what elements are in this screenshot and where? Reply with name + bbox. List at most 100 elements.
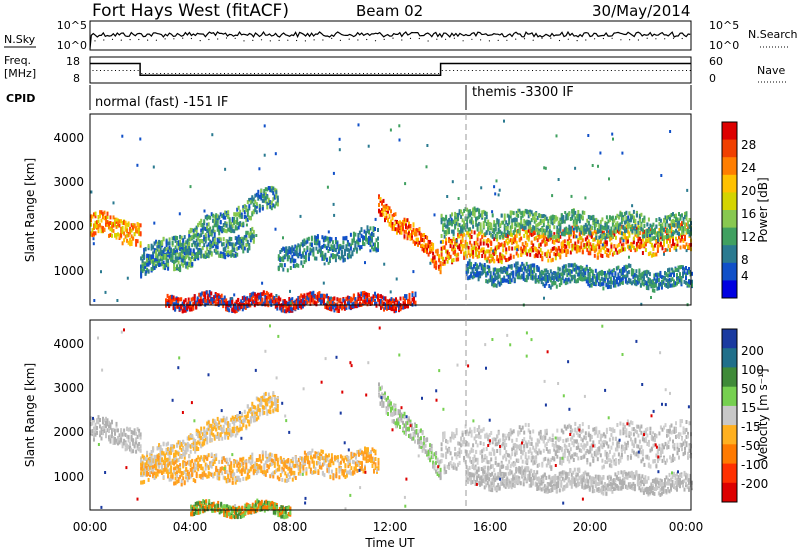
scatter-cell xyxy=(140,223,142,227)
scatter-cell xyxy=(287,268,289,272)
scatter-cell xyxy=(250,216,252,220)
cpid-label: CPID xyxy=(6,92,35,105)
scatter-cell xyxy=(95,212,97,216)
scatter-cell xyxy=(148,244,150,248)
nave-point xyxy=(217,73,218,74)
scatter-cell xyxy=(312,248,314,252)
scatter-cell xyxy=(525,226,527,230)
scatter-cell xyxy=(200,219,202,223)
nave-point xyxy=(423,73,424,74)
nave-point xyxy=(138,70,139,71)
scatter-cell xyxy=(582,250,584,254)
scatter-cell xyxy=(595,269,597,273)
scatter-cell xyxy=(442,240,444,244)
scatter-cell xyxy=(306,246,308,250)
nave-point xyxy=(168,73,169,74)
nave-point xyxy=(679,70,680,71)
scatter-cell xyxy=(227,210,229,214)
nsearch-point xyxy=(156,40,157,41)
nave-point xyxy=(179,73,180,74)
nave-point xyxy=(224,73,225,74)
scatter-cell xyxy=(376,304,378,308)
scatter-cell xyxy=(621,231,623,235)
nave-point xyxy=(581,70,582,71)
nave-point xyxy=(130,70,131,71)
scatter-cell xyxy=(217,220,219,224)
scatter-cell xyxy=(321,251,323,255)
scatter-cell xyxy=(107,212,109,216)
nsearch-point xyxy=(270,40,271,41)
scatter-cell xyxy=(371,239,373,243)
scatter-cell xyxy=(308,257,310,261)
scatter-cell xyxy=(266,205,268,209)
nave-point xyxy=(622,70,623,71)
nave-point xyxy=(585,70,586,71)
scatter-cell xyxy=(538,268,540,272)
scatter-cell xyxy=(223,237,225,241)
scatter-cell xyxy=(486,215,488,219)
scatter-cell xyxy=(188,242,190,246)
scatter-cell xyxy=(513,255,515,259)
scatter-cell xyxy=(404,234,406,238)
nave-point xyxy=(566,70,567,71)
nave-point xyxy=(562,70,563,71)
scatter-cell xyxy=(570,239,572,243)
scatter-cell xyxy=(142,264,144,268)
scatter-cell xyxy=(678,232,680,236)
scatter-cell xyxy=(684,237,686,241)
scatter-cell xyxy=(341,250,343,254)
nave-point xyxy=(333,73,334,74)
scatter-cell xyxy=(582,215,584,219)
scatter-cell xyxy=(555,256,557,260)
nsearch-point xyxy=(428,40,429,41)
scatter-cell xyxy=(335,258,337,262)
scatter-cell xyxy=(646,223,648,227)
scatter-cell xyxy=(568,245,570,249)
nave-point xyxy=(540,70,541,71)
nave-point xyxy=(528,70,529,71)
scatter-cell xyxy=(338,309,340,313)
scatter-cell xyxy=(496,234,498,238)
scatter-cell xyxy=(311,236,313,240)
nave-point xyxy=(277,73,278,74)
scatter-cell xyxy=(595,236,597,240)
scatter-cell xyxy=(474,231,476,235)
nave-point xyxy=(303,73,304,74)
scatter-cell xyxy=(520,237,522,241)
nave-point xyxy=(288,73,289,74)
scatter-cell xyxy=(457,253,459,257)
scatter-cell xyxy=(278,267,280,271)
nave-point xyxy=(382,73,383,74)
nave-point xyxy=(205,73,206,74)
scatter-cell xyxy=(445,241,447,245)
nsearch-point xyxy=(384,39,385,40)
nsearch-point xyxy=(252,40,253,41)
scatter-cell xyxy=(567,250,569,254)
scatter-cell xyxy=(517,245,519,249)
nsearch-point xyxy=(94,40,95,41)
scatter-cell xyxy=(652,223,654,227)
nsearch-point xyxy=(235,38,236,39)
nave-point xyxy=(667,70,668,71)
scatter-cell xyxy=(627,240,629,244)
nsearch-point xyxy=(419,38,420,39)
scatter-cell xyxy=(161,242,163,246)
scatter-cell xyxy=(248,246,250,250)
scatter-cell xyxy=(128,223,130,227)
scatter-cell xyxy=(253,238,255,242)
scatter-cell xyxy=(332,240,334,244)
scatter-cell xyxy=(649,272,651,276)
scatter-cell xyxy=(164,254,166,258)
scatter-cell xyxy=(512,271,514,275)
nave-point xyxy=(220,73,221,74)
scatter-cell xyxy=(297,264,299,268)
scatter-cell xyxy=(629,264,631,268)
scatter-cell xyxy=(172,241,174,245)
scatter-cell xyxy=(303,248,305,252)
scatter-cell xyxy=(377,228,379,232)
scatter-cell xyxy=(317,234,319,238)
nave-point xyxy=(171,73,172,74)
nave-point xyxy=(558,70,559,71)
scatter-cell xyxy=(600,240,602,244)
nave-point xyxy=(536,70,537,71)
